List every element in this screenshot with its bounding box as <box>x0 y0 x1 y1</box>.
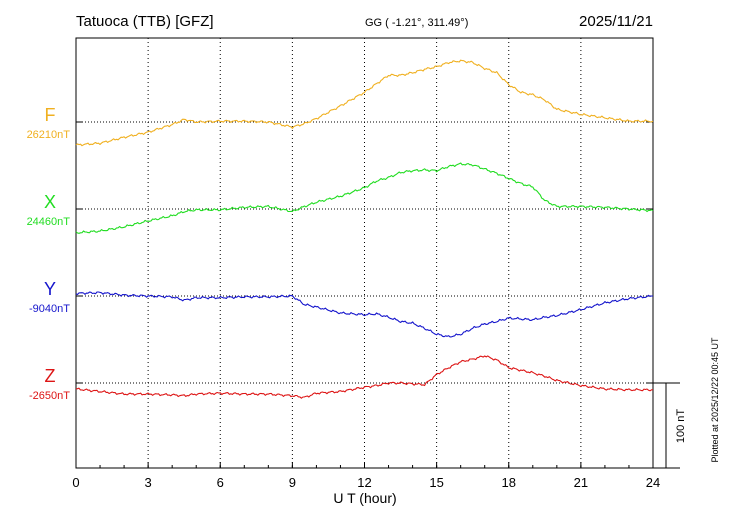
series-baseline-x: 24460nT <box>27 216 71 228</box>
series-baseline-z: -2650nT <box>29 390 70 402</box>
x-tick-label: 12 <box>357 475 371 490</box>
series-line-x <box>75 162 654 234</box>
x-axis-ticks: 0 3 6 9 12 15 18 21 24 <box>72 462 660 490</box>
series-baseline-y: -9040nT <box>29 303 70 315</box>
station-coordinates: GG ( -1.21°, 311.49°) <box>365 17 468 29</box>
x-tick-label: 18 <box>502 475 516 490</box>
series-name-z: Z <box>45 366 56 386</box>
plotted-timestamp: Plotted at 2025/12/22 00:45 UT <box>710 337 720 463</box>
x-tick-label: 24 <box>646 475 660 490</box>
series-name-x: X <box>44 192 56 212</box>
series-name-y: Y <box>44 279 56 299</box>
scale-bar-label: 100 nT <box>675 409 687 444</box>
series-line-y <box>75 291 653 338</box>
grid-lines <box>147 38 582 468</box>
chart-date: 2025/11/21 <box>579 13 653 30</box>
scale-bar <box>653 382 680 469</box>
x-tick-label: 9 <box>289 475 296 490</box>
series-line-z <box>75 355 653 399</box>
x-tick-label: 6 <box>217 475 224 490</box>
x-axis-label: U T (hour) <box>333 490 396 506</box>
x-tick-label: 21 <box>574 475 588 490</box>
x-tick-label: 3 <box>145 475 152 490</box>
series-name-f: F <box>45 105 56 125</box>
series-lines <box>75 59 654 399</box>
baseline-lines <box>76 121 653 384</box>
x-tick-label: 0 <box>72 475 79 490</box>
series-labels: F 26210nT X 24460nT Y -9040nT Z -2650nT <box>27 105 71 402</box>
series-baseline-f: 26210nT <box>27 129 71 141</box>
series-line-f <box>75 59 654 147</box>
x-tick-label: 15 <box>429 475 443 490</box>
chart-title: Tatuoca (TTB) [GFZ] <box>76 13 214 30</box>
